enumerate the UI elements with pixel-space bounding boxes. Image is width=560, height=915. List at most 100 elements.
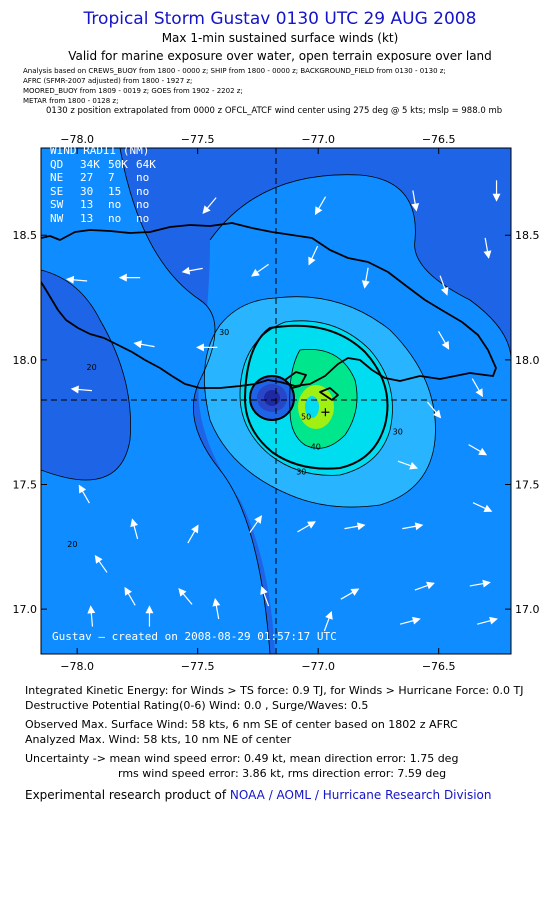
isotach-40-line: [239, 320, 393, 476]
analysis-sources-line: METAR from 1800 - 0128 z;: [23, 97, 119, 105]
position-note: 0130 z position extrapolated from 0000 z…: [46, 106, 503, 116]
contour-label: 20: [87, 363, 97, 372]
wind-radii-row: NE 27 7 no: [50, 171, 164, 185]
isotach-30-line: [203, 296, 436, 508]
analysis-sources-line: Analysis based on CREWS_BUOY from 1800 -…: [23, 67, 446, 75]
wind-radii-cell: 30: [80, 184, 94, 198]
wind-vector: [94, 554, 108, 573]
analysis-sources-line: MOORED_BUOY from 1809 - 0019 z; GOES fro…: [23, 87, 243, 95]
wind-vector: [65, 275, 88, 284]
isotach-20-east-line: [209, 174, 511, 361]
eye-ring: [249, 375, 295, 421]
wind-vector-head: [441, 340, 450, 350]
map-subtitle-exposure: Valid for marine exposure over water, op…: [68, 49, 492, 63]
wind-vector-head: [356, 522, 366, 531]
map-title: Tropical Storm Gustav 0130 UTC 29 AUG 20…: [83, 9, 477, 29]
wind-vector-head: [124, 586, 132, 596]
contour-lines: [41, 148, 511, 654]
wind-vector: [323, 610, 333, 632]
wind-contour-50-inner: [305, 396, 319, 418]
isotach-20-west-line: [41, 269, 131, 481]
hrd-link[interactable]: NOAA / AOML / Hurricane Research Divisio…: [229, 788, 492, 802]
wind-vector-head: [433, 409, 442, 419]
eye-contour-inner: [264, 390, 280, 406]
wind-vector: [297, 521, 316, 533]
wind-vector: [130, 518, 139, 540]
wind-vector: [133, 340, 155, 349]
wind-vector: [492, 180, 501, 202]
wind-radii-cell: 13: [80, 211, 94, 225]
wind-vector: [87, 605, 96, 627]
wind-radii-row: SE 30 15 no: [50, 185, 164, 199]
y-tick-label-right: 17.0: [515, 603, 540, 616]
destructive-potential: Destructive Potential Rating(0-6) Wind: …: [25, 699, 369, 712]
wind-vector: [181, 266, 203, 275]
wind-vector-head: [191, 524, 199, 534]
map-subtitle: Max 1-min sustained surface winds (kt): [161, 31, 399, 45]
wind-radii-header-row: QD 34K 50K 64K: [50, 158, 164, 172]
y-tick-label-right: 17.5: [515, 479, 540, 492]
wind-vector: [260, 586, 270, 607]
wind-vector: [414, 581, 435, 591]
wind-vector-head: [475, 388, 483, 398]
wind-radii-cell: 27: [80, 171, 94, 184]
wind-vector-head: [411, 203, 420, 212]
wind-vector-head: [492, 193, 501, 202]
wind-contour-field: 30 20 30 30 40 50 20: [41, 148, 511, 654]
x-tick-label-top: −77.0: [301, 133, 335, 146]
wind-vector: [361, 267, 370, 289]
wind-vector: [195, 343, 218, 352]
wind-vector-head: [70, 385, 79, 394]
y-tick-label-left: 18.0: [13, 354, 38, 367]
wind-vector-head: [409, 461, 419, 470]
wind-radii-col: 34K: [80, 157, 100, 171]
wind-vector-head: [483, 504, 493, 512]
y-axis-ticks: 17.0 17.0 17.5 17.5 18.0 18.0 18.5 18.5: [13, 229, 540, 616]
contour-label: 50: [301, 413, 311, 422]
wind-vector: [471, 378, 483, 398]
wind-vector: [399, 616, 421, 625]
center-crosshair: [41, 148, 511, 654]
wind-radii-cell: no: [108, 211, 122, 225]
wind-vector: [249, 515, 263, 533]
wind-vector: [437, 330, 450, 350]
wind-vector-head: [361, 280, 370, 289]
wind-vector-head: [414, 522, 424, 531]
wind-radii-cell: 15: [108, 184, 122, 198]
x-tick-label-bottom: −76.5: [422, 660, 456, 673]
contour-label: 30: [219, 328, 229, 337]
wind-vector-head: [254, 515, 263, 524]
isotach-50-line: [289, 348, 358, 449]
y-tick-label-left: 18.5: [13, 229, 38, 242]
wind-vector: [344, 522, 366, 531]
wind-vector-head: [130, 518, 138, 528]
wind-vector: [251, 263, 269, 277]
wind-radii-cell: no: [136, 171, 150, 184]
wind-radii-cell: no: [136, 211, 150, 225]
wind-radii-cell: NW: [50, 211, 64, 225]
wind-vector-head: [482, 579, 491, 588]
wind-vector-head: [426, 581, 435, 590]
wind-vector: [118, 273, 141, 282]
contour-label: 30: [393, 428, 403, 437]
wind-vector-head: [181, 266, 191, 275]
coastline-inlet: [284, 371, 307, 389]
wind-radii-table: WIND RADII (NM) QD 34K 50K 64K NE 27 7 n…: [50, 144, 164, 225]
wind-vector-head: [251, 268, 260, 277]
wind-vector: [439, 275, 449, 296]
wind-vector-head: [483, 250, 492, 259]
y-tick-label-right: 18.0: [515, 354, 540, 367]
wind-vector: [426, 401, 442, 419]
x-tick-label-top: −78.0: [60, 133, 94, 146]
jamaica-coastline: [41, 222, 497, 389]
wind-vector: [314, 196, 327, 216]
wind-vector-head: [440, 286, 449, 296]
wind-vector-head: [195, 343, 204, 352]
y-tick-label-right: 18.5: [515, 229, 540, 242]
x-tick-label-bottom: −77.5: [181, 660, 215, 673]
wind-radii-cell: no: [108, 198, 122, 211]
wind-vector: [178, 587, 193, 605]
gale-radius-line: [243, 324, 389, 470]
wind-radii-row: SW 13 no no: [50, 198, 164, 212]
wind-radii-title: WIND RADII (NM): [50, 144, 150, 157]
